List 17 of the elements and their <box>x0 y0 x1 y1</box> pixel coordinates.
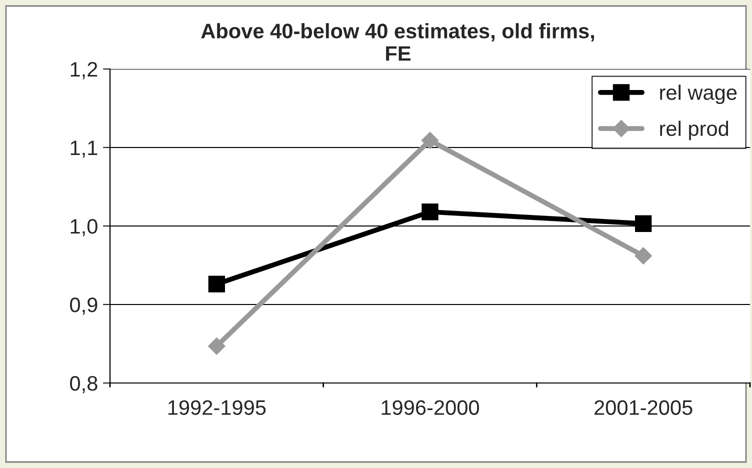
point <box>422 204 438 220</box>
y-tick-label: 1,1 <box>70 140 98 158</box>
point <box>208 276 225 292</box>
y-tick-label: 0,8 <box>70 376 98 394</box>
legend-label: rel prod <box>660 120 728 140</box>
y-tick-label: 1,2 <box>70 62 98 80</box>
point <box>208 338 226 355</box>
x-tick-label: 1996-2000 <box>382 400 480 415</box>
y-tick-label: 1,0 <box>70 219 98 236</box>
legend-label: rel wage <box>660 84 737 104</box>
y-tick-label: 0,9 <box>70 298 98 315</box>
point <box>421 132 439 149</box>
chart-title: Above 40-below 40 estimates, old firms, FE <box>201 23 594 61</box>
point <box>635 215 652 232</box>
x-tick-label: 1992-1995 <box>168 400 266 415</box>
point <box>634 247 652 264</box>
x-tick-label: 2001-2005 <box>594 400 692 415</box>
